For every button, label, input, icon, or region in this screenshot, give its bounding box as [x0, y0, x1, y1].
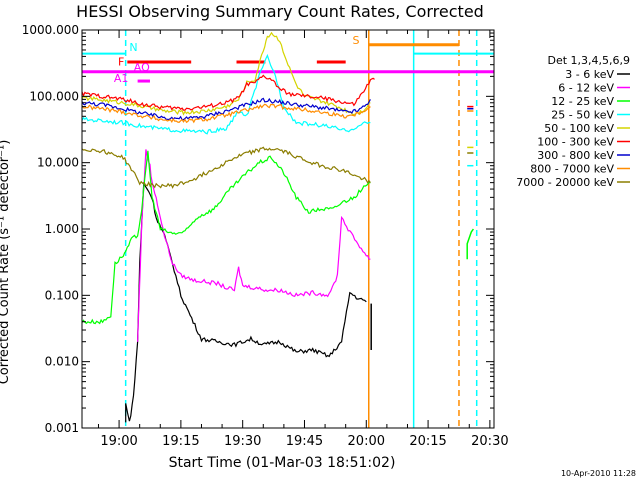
legend-label: 25 - 50 keV	[551, 109, 614, 122]
legend-label: 300 - 800 keV	[537, 149, 614, 162]
x-tick-label: 19:15	[162, 434, 199, 449]
series-line	[81, 53, 371, 135]
series-line	[81, 103, 371, 124]
x-tick-label: 20:15	[409, 434, 446, 449]
y-tick-label: 100.000	[29, 89, 79, 103]
y-tick-label: 1.000	[45, 222, 79, 236]
legend-label: 50 - 100 keV	[544, 122, 614, 135]
axis-layer: 1000.000 100.000 10.000 1.000 0.100 0.010 0.00…	[22, 23, 509, 449]
series-segment	[466, 228, 475, 260]
x-tick-label: 19:30	[224, 434, 261, 449]
x-tick-label: 20:00	[348, 434, 385, 449]
series-line	[137, 149, 371, 342]
flag-label: AQ	[134, 61, 150, 74]
flag-label: S	[352, 34, 359, 47]
series-line	[81, 31, 371, 116]
plot-frame	[81, 29, 495, 429]
y-axis-label: Corrected Count Rate (s⁻¹ detector⁻¹)	[0, 140, 12, 385]
flag-label: N	[129, 41, 137, 54]
legend-label: 800 - 7000 keV	[530, 163, 614, 176]
legend-label: 100 - 300 keV	[537, 136, 614, 149]
series-line	[81, 146, 371, 189]
legend-label: 6 - 12 keV	[558, 82, 614, 95]
legend-label: 7000 - 20000 keV	[516, 176, 614, 189]
series-layer	[81, 31, 475, 423]
series-line	[81, 74, 375, 111]
flag-label: F	[118, 56, 124, 69]
x-axis-label: Start Time (01-Mar-03 18:51:02)	[169, 455, 396, 471]
legend-label: 3 - 6 keV	[565, 68, 614, 81]
series-line	[125, 181, 367, 423]
legend-title: Det 1,3,4,5,6,9	[547, 54, 630, 67]
y-tick-label: 10.000	[37, 156, 79, 170]
y-tick-label: 0.001	[45, 421, 79, 435]
y-tick-label: 0.010	[45, 355, 79, 369]
series-line	[81, 97, 371, 121]
legend-label: 12 - 25 keV	[551, 95, 614, 108]
y-tick-label: 0.100	[45, 288, 79, 302]
x-tick-label: 20:30	[471, 434, 508, 449]
series-line	[81, 150, 371, 325]
x-tick-label: 19:45	[286, 434, 323, 449]
x-tick-label: 19:00	[100, 434, 137, 449]
flag-label: A1	[114, 72, 129, 85]
annotation-layer: NF AQ A1 S	[82, 30, 494, 428]
chart-title: HESSI Observing Summary Count Rates, Cor…	[76, 2, 484, 21]
plot-timestamp: 10-Apr-2010 11:28	[561, 469, 636, 478]
y-tick-label: 1000.000	[22, 23, 79, 37]
